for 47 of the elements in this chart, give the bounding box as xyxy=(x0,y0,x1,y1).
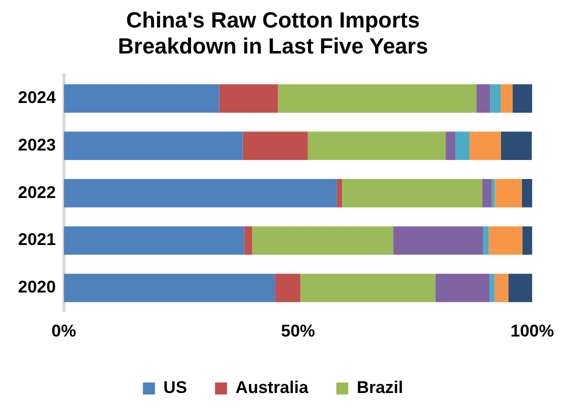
y-tick-label: 2024 xyxy=(18,88,56,108)
bar xyxy=(393,226,484,255)
legend-label: Brazil xyxy=(356,378,404,398)
bar xyxy=(469,132,501,160)
bar xyxy=(494,178,522,208)
bar xyxy=(64,178,337,208)
bar xyxy=(242,132,308,160)
bar xyxy=(494,274,508,302)
bar xyxy=(435,274,490,302)
bar xyxy=(342,178,482,208)
legend-label: Australia xyxy=(236,378,309,398)
y-tick-label: 2021 xyxy=(18,230,56,250)
x-tick-label: 50% xyxy=(281,321,316,340)
bar xyxy=(482,178,492,208)
bar xyxy=(483,226,489,255)
bar xyxy=(522,178,532,208)
bar xyxy=(300,274,436,302)
bar xyxy=(64,226,244,255)
y-tick-label: 2022 xyxy=(18,182,56,202)
bar xyxy=(278,84,477,113)
legend-label: US xyxy=(163,378,188,398)
bar xyxy=(64,132,243,160)
bar xyxy=(512,84,532,113)
bar xyxy=(64,274,276,302)
y-tick-label: 2023 xyxy=(18,136,56,155)
bar xyxy=(455,132,470,160)
bar xyxy=(500,84,513,113)
bar xyxy=(490,84,501,113)
chart-title: China's Raw Cotton Imports Breakdown in Last Five Years xyxy=(118,7,428,59)
bar xyxy=(336,178,342,208)
bar xyxy=(500,132,532,160)
bar xyxy=(275,274,300,302)
x-tick-label: 0% xyxy=(52,321,76,340)
x-tick-label: 100% xyxy=(510,321,554,340)
y-tick-label: 2020 xyxy=(18,278,56,297)
bar xyxy=(492,178,495,208)
bar xyxy=(488,226,522,255)
bar xyxy=(522,226,532,255)
bar xyxy=(446,132,456,160)
bar xyxy=(219,84,278,113)
bar xyxy=(476,84,490,113)
bar xyxy=(508,274,532,302)
bar xyxy=(244,226,252,255)
bar xyxy=(308,132,446,160)
bar xyxy=(490,274,495,302)
bar xyxy=(64,84,220,113)
bar xyxy=(252,226,394,255)
